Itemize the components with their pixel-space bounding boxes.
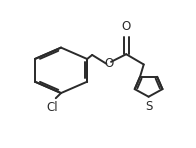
Text: O: O [122,20,131,33]
Text: O: O [104,57,113,70]
Text: Cl: Cl [46,101,58,114]
Text: S: S [145,100,152,113]
